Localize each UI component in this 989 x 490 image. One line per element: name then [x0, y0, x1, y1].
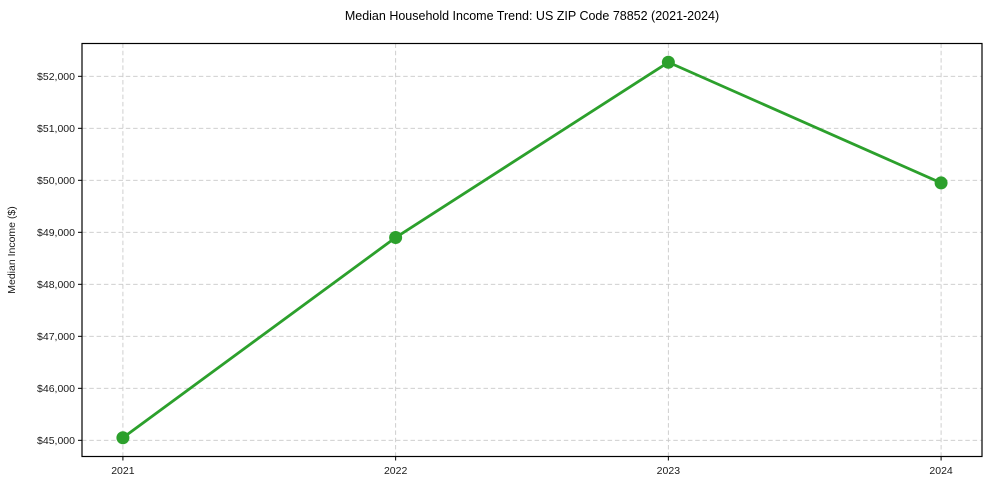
trend-line [121, 60, 943, 440]
data-point [934, 176, 948, 190]
x-tick-label: 2021 [111, 465, 135, 477]
y-tick-label: $47,000 [37, 331, 75, 343]
plot-border [81, 42, 983, 458]
y-tick-label: $50,000 [37, 175, 75, 187]
y-tick-label: $45,000 [37, 435, 75, 447]
gridlines [82, 43, 982, 457]
y-tick-label: $46,000 [37, 383, 75, 395]
y-axis-label: Median Income ($) [6, 206, 18, 294]
x-tick-label: 2023 [657, 465, 681, 477]
chart-title: Median Household Income Trend: US ZIP Co… [345, 9, 719, 23]
axes: $45,000 $46,000 $47,000 $48,000 $49,000 $50,0… [37, 42, 983, 477]
data-point [661, 55, 675, 69]
y-tick-label: $52,000 [37, 71, 75, 83]
x-tick-label: 2022 [384, 465, 408, 477]
data-series [116, 55, 948, 445]
x-tick-label: 2024 [929, 465, 953, 477]
y-tick-label: $49,000 [37, 227, 75, 239]
y-tick-label: $48,000 [37, 279, 75, 291]
data-point [116, 431, 130, 445]
data-point [389, 231, 403, 245]
y-tick-label: $51,000 [37, 123, 75, 135]
